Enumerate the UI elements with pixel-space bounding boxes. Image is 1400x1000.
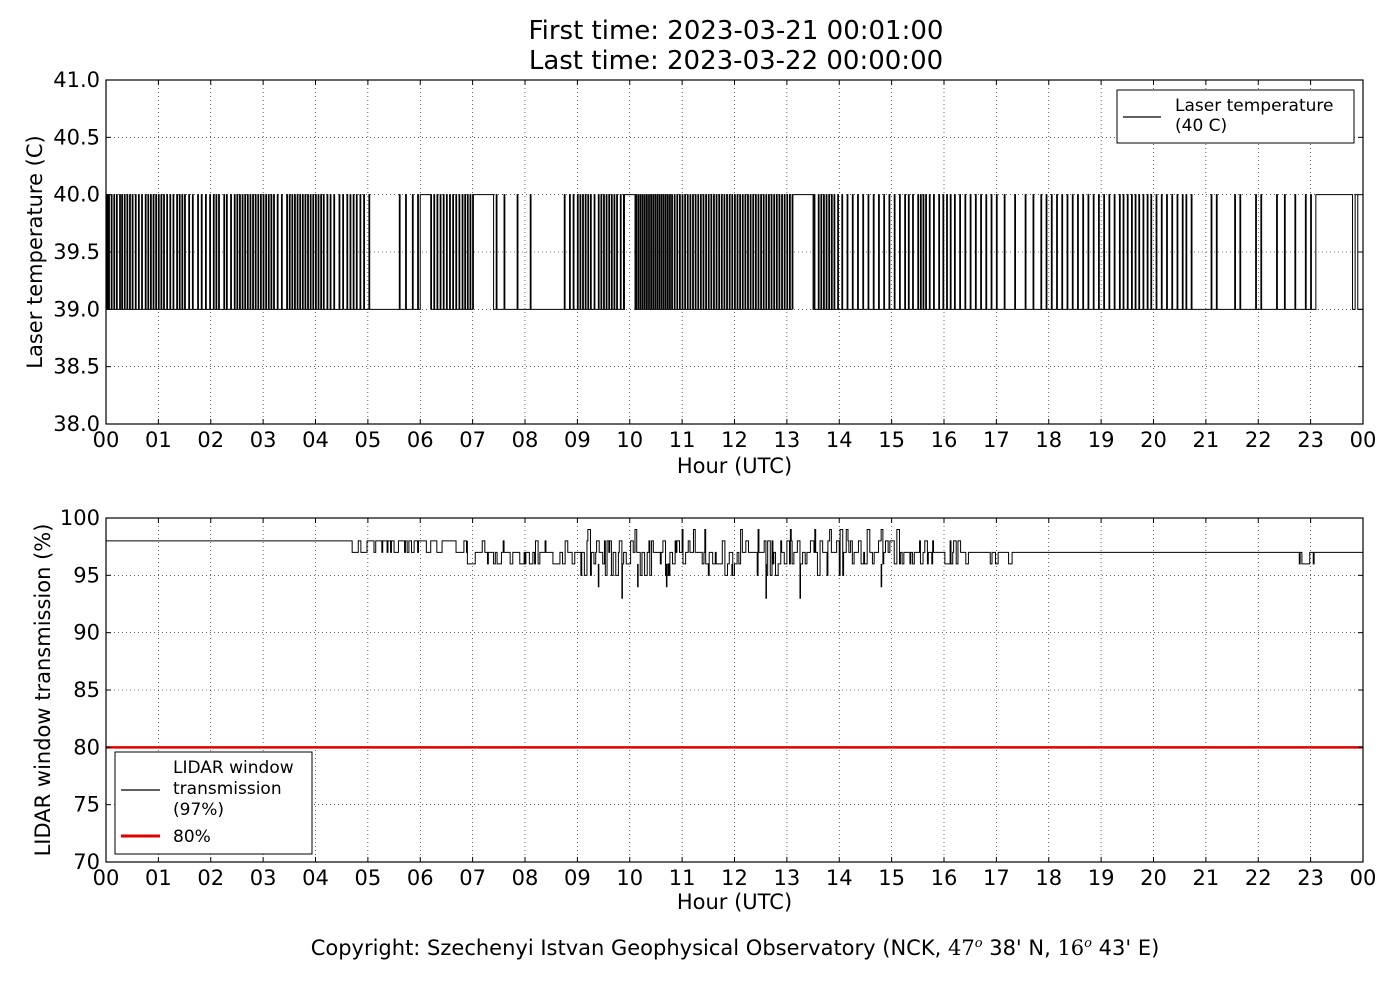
chart1-legend-label-line: (40 C): [1175, 116, 1227, 136]
chart2-x-tick-label: 13: [774, 866, 801, 890]
chart2-x-tick-label: 23: [1297, 866, 1324, 890]
chart1-x-tick-label: 15: [878, 428, 905, 452]
lidar-transmission-chart: 00 01 02 03 04 05 06 07 08 09 10 11 12 13 14 15 16 17 18 19…: [31, 506, 1376, 914]
chart2-legend-transmission-label: LIDAR window transmission (97%): [173, 758, 294, 820]
chart2-y-tick-label: 90: [73, 621, 100, 645]
chart2-x-tick-label: 06: [407, 866, 434, 890]
chart-title-last-time: Last time: 2023-03-22 00:00:00: [528, 46, 944, 76]
chart2-y-tick-label: 85: [73, 678, 100, 702]
chart2-legend-label-line: (97%): [173, 800, 224, 820]
chart1-x-axis-label: Hour (UTC): [677, 454, 792, 478]
chart2-y-tick-label: 80: [73, 735, 100, 759]
chart1-y-tick-label: 39.5: [53, 240, 100, 264]
chart2-x-tick-label: 10: [616, 866, 643, 890]
chart1-y-tick-label: 40.0: [53, 183, 100, 207]
chart1-x-tick-label: 09: [564, 428, 591, 452]
chart2-y-tick-label: 70: [73, 850, 100, 874]
chart1-y-tick-label: 38.5: [53, 355, 100, 379]
chart1-x-tick-label: 23: [1297, 428, 1324, 452]
chart2-x-tick-label: 00: [93, 866, 120, 890]
chart2-x-tick-label: 20: [1140, 866, 1167, 890]
chart2-ticks: 00 01 02 03 04 05 06 07 08 09 10 11 12 13 14 15 16 17 18 19…: [60, 506, 1376, 890]
chart2-legend-threshold-label: 80%: [173, 827, 211, 847]
chart2-x-tick-label: 04: [302, 866, 329, 890]
chart2-legend: LIDAR window transmission (97%) 80%: [114, 751, 313, 855]
copyright-footer: Copyright: Szechenyi Istvan Geophysical …: [0, 936, 1400, 960]
lidar-transmission-series-line: [106, 528, 1363, 599]
chart1-x-tick-label: 03: [250, 428, 277, 452]
chart2-y-tick-label: 95: [73, 563, 100, 587]
chart1-x-tick-label: 07: [459, 428, 486, 452]
chart2-y-tick-label: 75: [73, 793, 100, 817]
chart1-legend-label-line: Laser temperature: [1175, 96, 1333, 116]
chart1-x-tick-label: 08: [512, 428, 539, 452]
chart1-x-tick-label: 21: [1193, 428, 1220, 452]
chart2-y-axis-label: LIDAR window transmission (%): [31, 524, 55, 857]
chart2-x-tick-label: 01: [145, 866, 172, 890]
chart1-series: [106, 194, 1363, 310]
chart2-x-tick-label: 09: [564, 866, 591, 890]
latitude-degree-symbol: o: [974, 936, 983, 951]
chart1-x-tick-label: 00: [1350, 428, 1377, 452]
chart2-x-axis-label: Hour (UTC): [677, 890, 792, 914]
longitude-degree-symbol: o: [1084, 936, 1092, 951]
longitude-degrees: 16: [1057, 936, 1085, 960]
chart2-x-tick-label: 15: [878, 866, 905, 890]
chart2-legend-label-line: LIDAR window: [173, 758, 294, 778]
chart2-x-tick-label: 14: [826, 866, 853, 890]
chart2-y-tick-label: 100: [60, 506, 100, 530]
chart1-legend-label: Laser temperature (40 C): [1175, 96, 1333, 136]
chart1-y-tick-label: 39.0: [53, 297, 100, 321]
chart1-x-tick-label: 00: [93, 428, 120, 452]
chart2-series: [106, 528, 1363, 749]
chart1-x-tick-label: 20: [1140, 428, 1167, 452]
copyright-prefix: Copyright: Szechenyi Istvan Geophysical …: [310, 936, 948, 960]
chart1-x-tick-label: 02: [197, 428, 224, 452]
chart1-legend: Laser temperature (40 C): [1116, 89, 1355, 144]
chart1-y-tick-label: 38.0: [53, 412, 100, 436]
chart1-x-tick-label: 13: [774, 428, 801, 452]
chart1-x-tick-label: 19: [1088, 428, 1115, 452]
chart1-x-tick-label: 14: [826, 428, 853, 452]
chart2-x-tick-label: 19: [1088, 866, 1115, 890]
chart2-x-tick-label: 05: [355, 866, 382, 890]
chart1-x-tick-label: 17: [983, 428, 1010, 452]
chart2-x-tick-label: 00: [1350, 866, 1377, 890]
chart1-y-tick-label: 40.5: [53, 125, 100, 149]
chart-title-first-time: First time: 2023-03-21 00:01:00: [528, 16, 944, 46]
chart2-x-tick-label: 16: [931, 866, 958, 890]
chart1-y-axis-label: Laser temperature (C): [23, 135, 47, 368]
chart2-legend-label-line: transmission: [173, 779, 282, 799]
chart1-y-tick-label: 41.0: [53, 68, 100, 92]
latitude-rest: 38' N,: [982, 936, 1058, 960]
chart2-x-tick-label: 12: [721, 866, 748, 890]
chart1-x-tick-label: 01: [145, 428, 172, 452]
chart2-x-tick-label: 22: [1245, 866, 1272, 890]
chart1-x-tick-label: 06: [407, 428, 434, 452]
chart1-x-tick-label: 18: [1035, 428, 1062, 452]
chart1-x-tick-label: 04: [302, 428, 329, 452]
chart1-x-tick-label: 22: [1245, 428, 1272, 452]
chart2-x-tick-label: 11: [669, 866, 696, 890]
chart1-x-tick-label: 16: [931, 428, 958, 452]
longitude-rest: 43' E): [1092, 936, 1160, 960]
chart1-x-tick-label: 11: [669, 428, 696, 452]
chart2-x-tick-label: 17: [983, 866, 1010, 890]
chart2-x-tick-label: 02: [197, 866, 224, 890]
laser-temperature-chart: 00 01 02 03 04 05 06 07 08 09 10 11 12 13 14 15 16 17 18 19…: [23, 68, 1376, 478]
latitude-degrees: 47: [947, 936, 975, 960]
chart2-x-tick-label: 21: [1193, 866, 1220, 890]
laser-temperature-series-line: [106, 194, 1363, 310]
chart1-x-tick-label: 05: [355, 428, 382, 452]
chart1-x-tick-label: 10: [616, 428, 643, 452]
chart2-x-tick-label: 18: [1035, 866, 1062, 890]
chart2-x-tick-label: 08: [512, 866, 539, 890]
chart2-x-tick-label: 03: [250, 866, 277, 890]
chart1-ticks: 00 01 02 03 04 05 06 07 08 09 10 11 12 13 14 15 16 17 18 19…: [53, 68, 1376, 452]
chart1-x-tick-label: 12: [721, 428, 748, 452]
chart2-x-tick-label: 07: [459, 866, 486, 890]
